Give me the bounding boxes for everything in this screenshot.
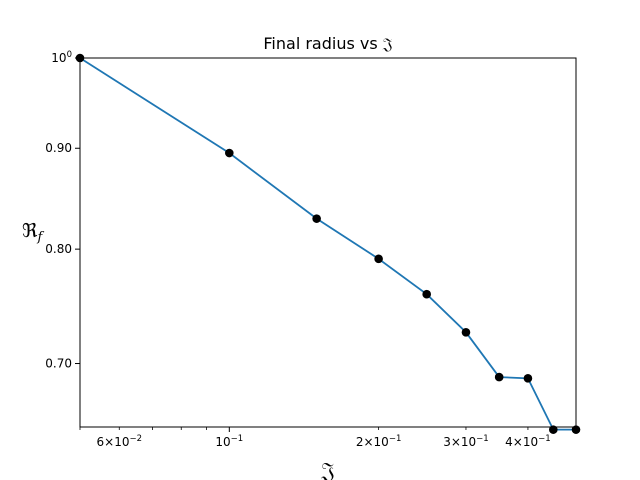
- plot-frame: [79, 57, 577, 428]
- series-line: [79, 57, 576, 431]
- chart-title: Final radius vs 𝔍: [263, 34, 392, 53]
- x-axis-label: 𝔍: [320, 459, 335, 480]
- x-tick-label-4: 4×10−1: [505, 434, 551, 449]
- y-tick-label-2: 0.80: [45, 242, 72, 256]
- y-tick-label-1: 0.90: [45, 141, 72, 155]
- data-point-7: [523, 374, 533, 383]
- x-tick-label-1: 10−1: [215, 434, 243, 449]
- x-tick-label-2: 2×10−1: [356, 434, 402, 449]
- y-axis: 100 0.90 0.80 0.70: [45, 50, 80, 371]
- data-point-5: [461, 327, 471, 337]
- y-axis-label-main: ℜ: [22, 220, 38, 242]
- data-point-6: [494, 372, 504, 382]
- data-point-4: [422, 289, 431, 299]
- plot-area: [75, 53, 581, 434]
- x-tick-label-0: 6×10−2: [97, 434, 143, 449]
- y-tick-label-0: 100: [51, 50, 72, 65]
- y-tick-label-3: 0.70: [45, 357, 72, 371]
- data-point-2: [312, 214, 321, 223]
- y-axis-label: ℜf: [22, 220, 44, 245]
- data-point-1: [225, 148, 234, 158]
- y-axis-label-sub: f: [36, 230, 44, 245]
- data-point-3: [374, 254, 383, 264]
- x-axis: 6×10−2 10−1 2×10−1 3×10−1 4×10−1: [79, 427, 577, 449]
- x-tick-label-3: 3×10−1: [443, 434, 489, 449]
